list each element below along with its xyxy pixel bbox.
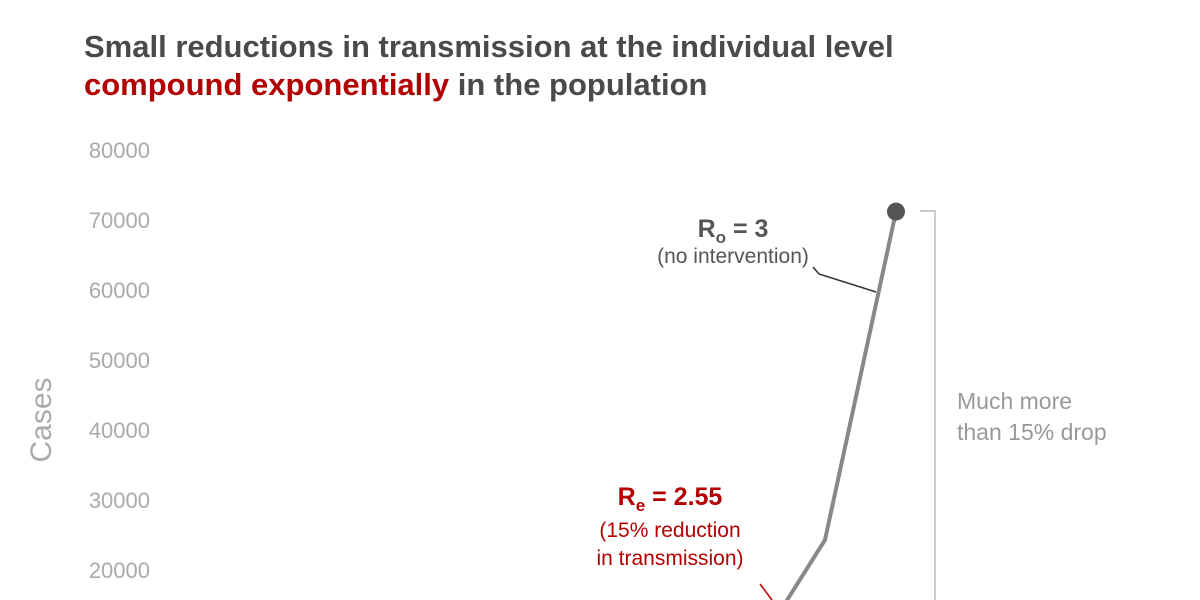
y-axis-ticks: 80000 70000 60000 50000 40000 30000 20000 [89, 138, 150, 583]
comparison-bracket [920, 210, 936, 600]
title-highlight: compound exponentially [84, 67, 450, 102]
re-value: = 2.55 [645, 483, 722, 511]
r0-value: = 3 [726, 215, 768, 243]
re-label: Re = 2.55 [618, 483, 723, 515]
y-tick-label: 70000 [89, 208, 150, 233]
title-line-2: compound exponentially in the population [84, 66, 894, 104]
r0-subscript: o [716, 228, 726, 247]
title-line-2-rest: in the population [449, 67, 708, 102]
y-tick-label: 40000 [89, 418, 150, 443]
y-tick-label: 20000 [89, 558, 150, 583]
bracket-label-line-2: than 15% drop [957, 419, 1107, 445]
r0-label: Ro = 3 [698, 215, 769, 247]
y-axis-label: Cases [25, 377, 58, 462]
re-leader-line [759, 583, 773, 600]
y-tick-label: 30000 [89, 488, 150, 513]
y-tick-label: 50000 [89, 348, 150, 373]
re-note-line-2: in transmission) [596, 547, 743, 570]
title-line-1: Small reductions in transmission at the … [84, 29, 894, 64]
bracket-label-line-1: Much more [957, 388, 1072, 414]
re-note-line-1: (15% reduction [599, 519, 740, 542]
series-line-0 [784, 211, 898, 600]
r0-note: (no intervention) [657, 245, 809, 268]
y-tick-label: 60000 [89, 278, 150, 303]
series-end-point-0 [887, 202, 905, 221]
re-subscript: e [636, 496, 645, 515]
series-group [784, 202, 905, 600]
y-tick-label: 80000 [89, 138, 150, 163]
r0-leader-line [812, 266, 877, 293]
chart-title: Small reductions in transmission at the … [84, 28, 894, 104]
